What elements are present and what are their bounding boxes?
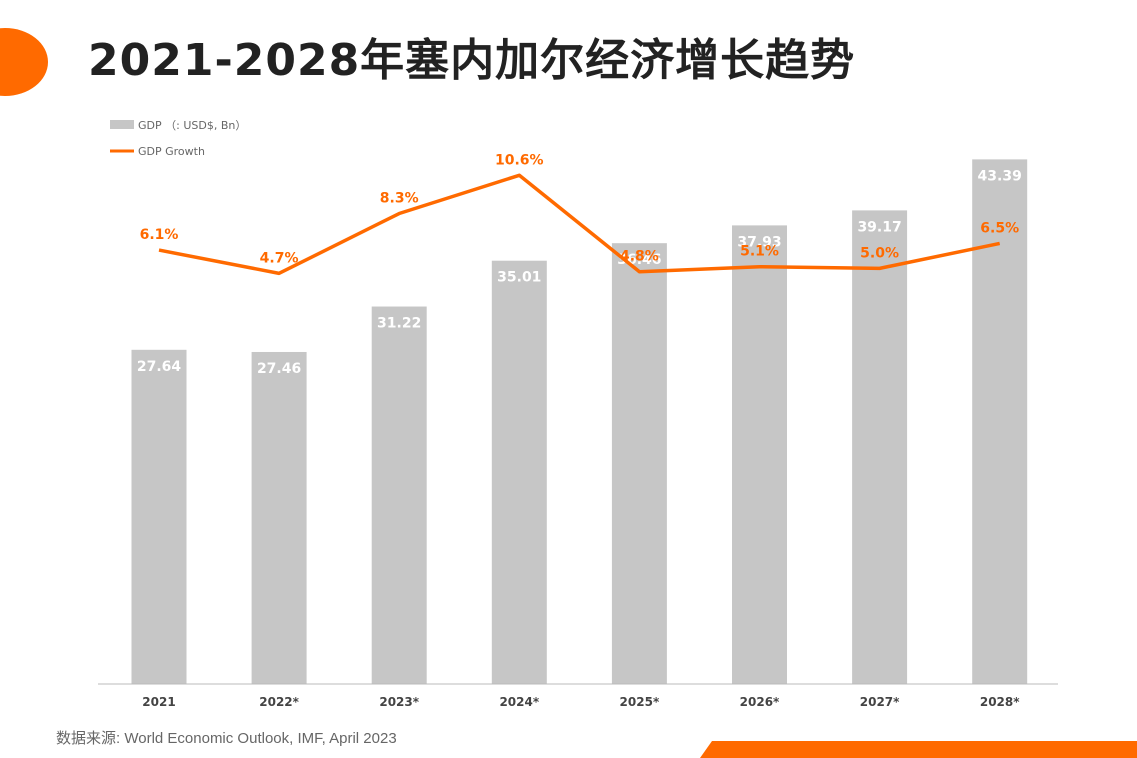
gdp-bar	[131, 349, 187, 684]
gdp-chart: GDP （: USD$, Bn） GDP Growth 27.64 27.46 31…	[98, 119, 1058, 709]
x-tick-label: 2027*	[860, 695, 900, 709]
growth-data-label: 4.7%	[260, 250, 299, 266]
growth-data-label: 6.5%	[980, 220, 1019, 236]
gdp-bar-value: 27.64	[137, 359, 182, 375]
x-tick-label: 2025*	[620, 695, 660, 709]
x-tick-label: 2026*	[740, 695, 780, 709]
gdp-bar-value: 43.39	[978, 168, 1022, 184]
growth-data-label: 8.3%	[380, 191, 419, 207]
x-axis-ticks: 2021 2022* 2023* 2024* 2025* 2026* 2027* 2028*	[142, 695, 1020, 709]
data-source: 数据来源: World Economic Outlook, IMF, April…	[56, 727, 397, 748]
x-tick-label: 2023*	[379, 695, 419, 709]
gdp-bar	[732, 225, 787, 684]
gdp-bar	[852, 210, 908, 684]
footer-accent-bar	[700, 741, 1137, 758]
gdp-bar	[491, 260, 547, 684]
gdp-bar-value: 27.46	[257, 361, 301, 377]
page-title: 2021-2028年塞内加尔经济增长趋势	[88, 35, 856, 86]
gdp-growth-labels: 6.1% 4.7% 8.3% 10.6% 4.8% 5.1% 5.0% 6.5%	[140, 152, 1020, 266]
gdp-bar-value: 39.17	[857, 219, 901, 235]
gdp-bar	[371, 306, 427, 684]
x-tick-label: 2021	[142, 695, 175, 709]
gdp-bar-value: 31.22	[377, 316, 421, 332]
legend-gdp-swatch	[110, 120, 134, 129]
chart-legend: GDP （: USD$, Bn） GDP Growth	[110, 119, 246, 158]
x-tick-label: 2028*	[980, 695, 1020, 709]
source-label: 数据来源:	[56, 730, 121, 747]
x-tick-label: 2022*	[259, 695, 299, 709]
legend-gdp-label: GDP （: USD$, Bn）	[138, 119, 246, 132]
growth-data-label: 10.6%	[495, 152, 544, 168]
x-tick-label: 2024*	[499, 695, 539, 709]
source-text: World Economic Outlook, IMF, April 2023	[124, 730, 397, 747]
legend-growth-label: GDP Growth	[138, 145, 205, 158]
gdp-bar	[972, 159, 1028, 684]
growth-data-label: 4.8%	[620, 249, 659, 265]
gdp-bar	[611, 243, 667, 684]
gdp-bar	[251, 351, 307, 684]
gdp-bar-value: 37.93	[737, 234, 781, 250]
growth-data-label: 5.1%	[740, 244, 779, 260]
growth-data-label: 6.1%	[140, 227, 179, 243]
gdp-bar-value: 35.01	[497, 270, 541, 286]
gdp-growth-line	[158, 173, 1001, 276]
growth-data-label: 5.0%	[860, 245, 899, 261]
